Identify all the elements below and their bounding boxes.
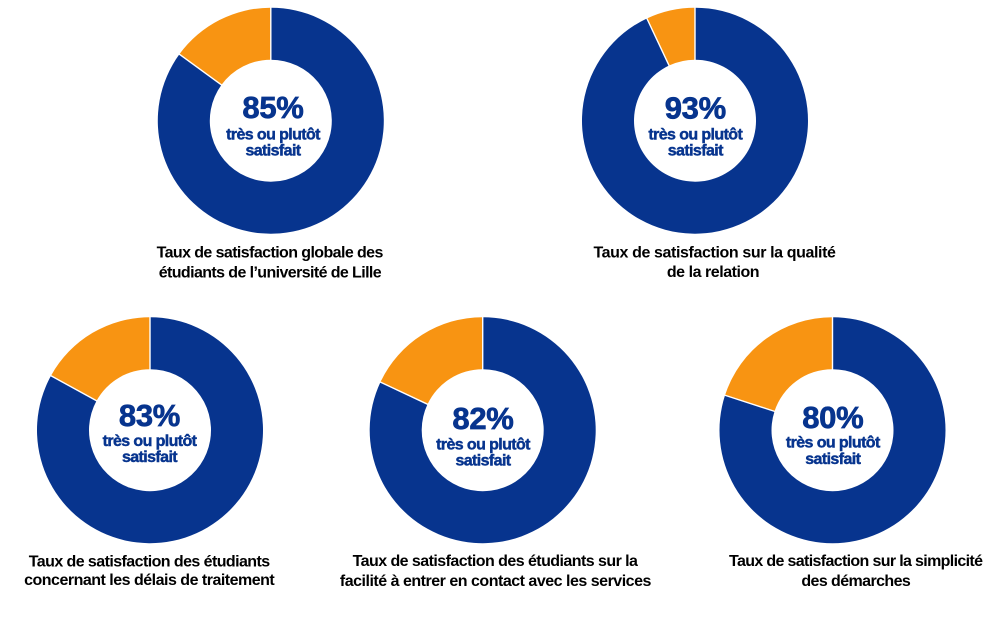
svg-text:80%: 80% — [802, 400, 863, 435]
svg-text:Taux de satisfaction des étudi: Taux de satisfaction des étudiants sur l… — [353, 553, 638, 570]
svg-text:très ou plutôt: très ou plutôt — [786, 434, 881, 451]
svg-text:très ou plutôt: très ou plutôt — [103, 433, 198, 450]
svg-text:satisfait: satisfait — [805, 451, 861, 468]
svg-text:85%: 85% — [242, 90, 303, 125]
svg-text:82%: 82% — [452, 401, 513, 436]
svg-text:Taux de satisfaction des étudi: Taux de satisfaction des étudiants — [29, 554, 271, 571]
svg-text:très ou plutôt: très ou plutôt — [648, 126, 743, 143]
svg-text:des démarches: des démarches — [801, 573, 911, 590]
svg-text:de la relation: de la relation — [667, 264, 759, 281]
svg-text:facilité à entrer en contact a: facilité à entrer en contact avec les se… — [340, 573, 652, 590]
svg-text:satisfait: satisfait — [245, 142, 301, 159]
svg-text:très ou plutôt: très ou plutôt — [226, 126, 321, 143]
svg-text:Taux de satisfaction sur la qu: Taux de satisfaction sur la qualité — [593, 244, 836, 261]
svg-text:Taux de satisfaction sur la si: Taux de satisfaction sur la simplicité — [729, 553, 983, 570]
svg-text:concernant les délais de trait: concernant les délais de traitement — [24, 572, 275, 589]
svg-text:83%: 83% — [119, 398, 180, 433]
svg-text:satisfait: satisfait — [455, 452, 511, 469]
svg-text:étudiants de l’université de L: étudiants de l’université de Lille — [159, 265, 382, 282]
svg-text:satisfait: satisfait — [668, 142, 724, 159]
svg-text:Taux de satisfaction globale d: Taux de satisfaction globale des — [157, 245, 384, 262]
svg-text:93%: 93% — [665, 90, 726, 125]
svg-text:satisfait: satisfait — [122, 449, 178, 466]
svg-text:très ou plutôt: très ou plutôt — [436, 436, 531, 453]
